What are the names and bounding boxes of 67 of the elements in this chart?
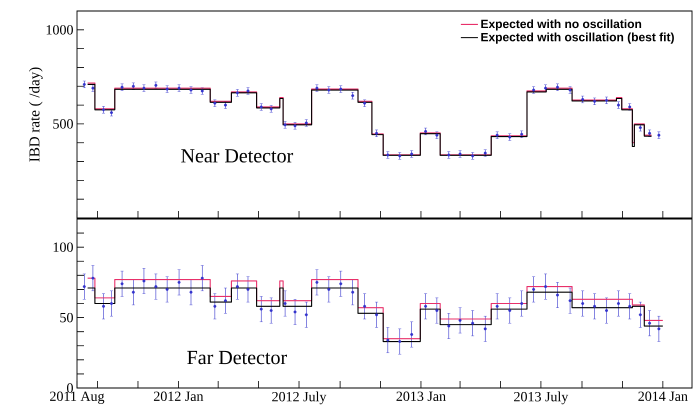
point xyxy=(648,322,652,325)
point xyxy=(471,322,474,325)
point xyxy=(424,304,428,308)
point xyxy=(236,285,239,288)
point xyxy=(363,304,366,308)
point xyxy=(110,302,113,305)
point xyxy=(628,304,632,308)
point xyxy=(556,294,559,297)
point xyxy=(166,288,169,291)
point xyxy=(270,309,273,312)
y-tick-label: 1000 xyxy=(46,25,73,35)
point xyxy=(375,313,378,316)
point xyxy=(284,302,287,305)
point xyxy=(386,338,390,342)
point xyxy=(91,276,94,280)
point xyxy=(351,290,354,294)
point xyxy=(213,304,216,308)
x-tick-label: 2011 Aug xyxy=(50,392,104,404)
x-tick-label: 2013 July xyxy=(514,392,568,404)
point xyxy=(544,285,548,288)
point xyxy=(327,288,330,291)
point xyxy=(458,318,462,322)
point xyxy=(605,309,608,312)
point xyxy=(339,282,342,286)
x-tick-label: 2014 Jan xyxy=(638,392,688,401)
x-tick-label: 2012 Jan xyxy=(154,392,204,401)
legend-label: Expected with oscillation (best fit) xyxy=(481,32,674,44)
point xyxy=(447,324,450,328)
legend-label: Expected with no oscillation xyxy=(481,19,642,31)
point xyxy=(82,285,86,288)
point xyxy=(484,327,487,330)
point xyxy=(304,313,308,316)
point xyxy=(616,302,620,305)
point xyxy=(102,304,106,308)
point xyxy=(178,280,181,284)
point xyxy=(568,299,572,302)
point xyxy=(315,280,318,284)
point xyxy=(508,309,512,312)
point xyxy=(189,290,192,294)
point xyxy=(142,279,146,282)
point xyxy=(593,304,596,308)
x-tick-label: 2013 Jan xyxy=(396,392,446,401)
y-axis-title: IBD rate ( /day) xyxy=(28,67,43,162)
point xyxy=(260,308,263,311)
point xyxy=(132,290,135,294)
point xyxy=(496,304,499,308)
point xyxy=(154,285,158,288)
point xyxy=(532,288,536,291)
point xyxy=(200,276,204,280)
y-tick-label: 0 xyxy=(67,383,73,393)
point xyxy=(294,310,297,314)
point xyxy=(120,282,124,286)
point xyxy=(398,340,402,344)
point xyxy=(520,302,524,305)
point xyxy=(638,313,642,316)
y-tick-label: 100 xyxy=(54,242,73,252)
point xyxy=(581,302,584,305)
point xyxy=(246,288,250,291)
point xyxy=(657,327,660,330)
x-tick-label: 2012 July xyxy=(272,392,326,404)
y-tick-label: 500 xyxy=(53,119,73,129)
annotation: Far Detector xyxy=(187,350,287,364)
y-tick-label: 50 xyxy=(60,312,73,322)
point xyxy=(410,332,414,336)
annotation: Near Detector xyxy=(181,149,294,163)
point xyxy=(224,299,227,302)
point xyxy=(435,309,438,312)
